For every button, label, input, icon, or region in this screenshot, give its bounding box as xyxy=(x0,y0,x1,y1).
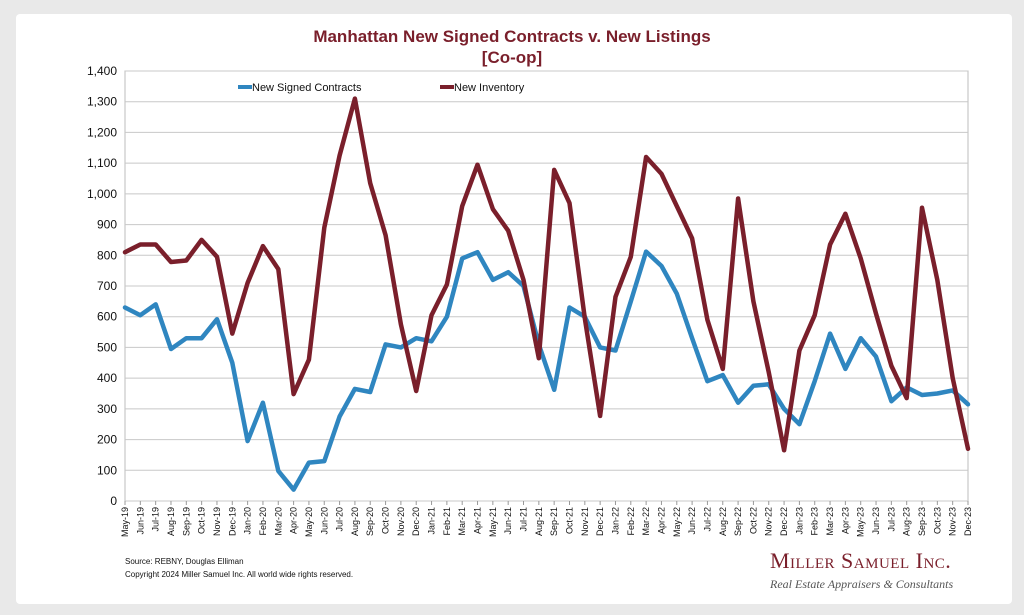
x-tick-label: Nov-21 xyxy=(580,507,590,536)
x-tick-label: Jul-21 xyxy=(519,507,529,532)
x-tick-label: Jan-23 xyxy=(794,507,804,535)
y-tick-label: 1,100 xyxy=(87,156,117,170)
company-tagline: Real Estate Appraisers & Consultants xyxy=(770,577,954,591)
x-tick-label: Aug-19 xyxy=(166,507,176,536)
series-line-2 xyxy=(122,96,971,453)
x-tick-label: Jan-21 xyxy=(427,507,437,535)
x-tick-label: Jan-20 xyxy=(243,507,253,535)
x-tick-label: Nov-20 xyxy=(396,507,406,536)
chart-title: Manhattan New Signed Contracts v. New Li… xyxy=(313,27,711,46)
legend-label: New Signed Contracts xyxy=(252,82,362,94)
x-tick-label: Jun-21 xyxy=(503,507,513,535)
x-tick-label: Sep-22 xyxy=(733,507,743,536)
x-tick-label: Sep-20 xyxy=(365,507,375,536)
y-tick-label: 400 xyxy=(97,371,117,385)
x-tick-label: Jun-20 xyxy=(319,507,329,535)
source-note: Source: REBNY, Douglas Elliman xyxy=(125,557,244,566)
x-tick-label: Aug-21 xyxy=(534,507,544,536)
x-tick-label: Mar-22 xyxy=(641,507,651,536)
x-tick-label: Oct-22 xyxy=(748,507,758,534)
x-tick-label: Nov-22 xyxy=(764,507,774,536)
x-tick-label: Dec-20 xyxy=(411,507,421,536)
x-tick-label: Oct-20 xyxy=(381,507,391,534)
x-tick-label: Jul-20 xyxy=(335,507,345,532)
x-tick-label: Jul-19 xyxy=(151,507,161,532)
x-tick-label: Oct-21 xyxy=(564,507,574,534)
x-tick-label: Oct-19 xyxy=(197,507,207,534)
series-lines xyxy=(122,96,971,492)
company-name: Miller Samuel Inc. xyxy=(770,548,952,573)
legend: New Signed Contracts New Inventory xyxy=(238,82,525,94)
x-tick-label: Jul-22 xyxy=(702,507,712,532)
y-tick-label: 700 xyxy=(97,279,117,293)
y-tick-label: 800 xyxy=(97,248,117,262)
copyright-note: Copyright 2024 Miller Samuel Inc. All wo… xyxy=(125,570,354,579)
y-tick-label: 0 xyxy=(110,494,117,508)
series-line-1 xyxy=(122,249,971,492)
x-tick-label: Oct-23 xyxy=(932,507,942,534)
company-logo: Miller Samuel Inc. xyxy=(770,548,951,574)
x-tick-label: Apr-23 xyxy=(840,507,850,534)
x-tick-label: Mar-23 xyxy=(825,507,835,536)
y-tick-label: 900 xyxy=(97,218,117,232)
y-tick-label: 1,400 xyxy=(87,64,117,78)
y-tick-label: 600 xyxy=(97,310,117,324)
y-tick-label: 1,000 xyxy=(87,187,117,201)
x-tick-label: Dec-22 xyxy=(779,507,789,536)
x-tick-label: Apr-20 xyxy=(289,507,299,534)
chart-subtitle: [Co-op] xyxy=(481,48,543,67)
x-tick-label: May-21 xyxy=(488,507,498,537)
y-tick-label: 200 xyxy=(97,433,117,447)
x-tick-label: Feb-21 xyxy=(442,507,452,536)
x-tick-label: May-19 xyxy=(120,507,130,537)
x-tick-label: Jun-19 xyxy=(135,507,145,535)
x-tick-label: Jun-23 xyxy=(871,507,881,535)
y-tick-label: 300 xyxy=(97,402,117,416)
x-tick-label: Feb-22 xyxy=(626,507,636,536)
x-tick-label: Sep-21 xyxy=(549,507,559,536)
x-tick-label: Jan-22 xyxy=(610,507,620,535)
x-tick-label: May-22 xyxy=(672,507,682,537)
x-tick-label: Aug-23 xyxy=(902,507,912,536)
y-tick-label: 1,200 xyxy=(87,125,117,139)
x-tick-label: Nov-19 xyxy=(212,507,222,536)
x-tick-label: Sep-19 xyxy=(181,507,191,536)
x-tick-label: May-23 xyxy=(856,507,866,537)
x-tick-label: Dec-23 xyxy=(963,507,973,536)
x-tick-label: May-20 xyxy=(304,507,314,537)
x-tick-label: Sep-23 xyxy=(917,507,927,536)
x-tick-label: Feb-23 xyxy=(810,507,820,536)
y-tick-label: 100 xyxy=(97,463,117,477)
y-axis: 0 100 200 300 400 500 600 700 800 900 1,000 1,100 1,… xyxy=(87,64,117,508)
x-tick-label: Dec-19 xyxy=(227,507,237,536)
x-tick-label: Aug-20 xyxy=(350,507,360,536)
x-tick-label: Nov-23 xyxy=(948,507,958,536)
x-tick-label: Jun-22 xyxy=(687,507,697,535)
chart-card xyxy=(16,14,1012,604)
x-tick-label: Mar-21 xyxy=(457,507,467,536)
legend-label: New Inventory xyxy=(454,82,525,94)
x-axis: May-19 Jun-19 Jul-19 Aug-19 Sep-19 Oct-19 Nov-… xyxy=(120,501,973,537)
x-tick-label: Apr-21 xyxy=(473,507,483,534)
y-tick-label: 1,300 xyxy=(87,95,117,109)
y-tick-label: 500 xyxy=(97,340,117,354)
x-tick-label: Apr-22 xyxy=(656,507,666,534)
x-tick-label: Mar-20 xyxy=(273,507,283,536)
x-tick-label: Dec-21 xyxy=(595,507,605,536)
x-tick-label: Aug-22 xyxy=(718,507,728,536)
x-tick-label: Jul-23 xyxy=(886,507,896,532)
x-tick-label: Feb-20 xyxy=(258,507,268,536)
